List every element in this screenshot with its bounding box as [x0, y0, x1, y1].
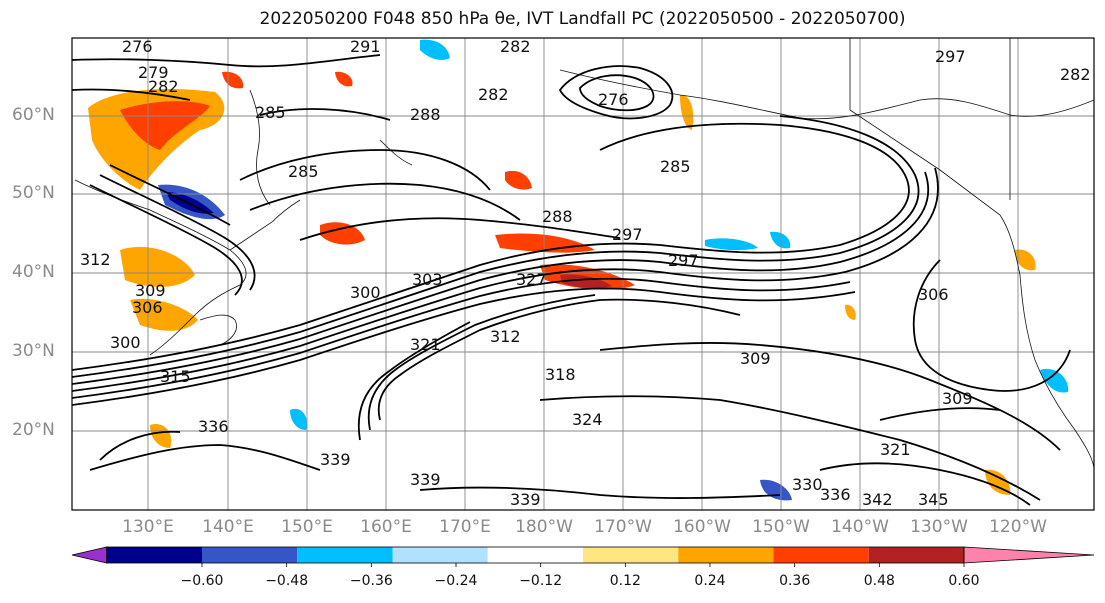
colorbar-tick-label: −0.48: [265, 573, 309, 589]
contour-label: 276: [598, 90, 629, 109]
lon-label: 170°E: [439, 517, 491, 537]
contour-label: 342: [862, 490, 893, 509]
contour-label: 309: [942, 389, 973, 408]
colorbar-box: [297, 547, 393, 563]
contour-label: 339: [510, 490, 541, 509]
contour-label: 297: [935, 47, 966, 66]
lon-label: 170°W: [594, 517, 652, 537]
colorbar-tick-label: 0.36: [779, 573, 811, 589]
colorbar-box: [773, 547, 869, 563]
contour-label: 315: [160, 367, 191, 386]
colorbar-tick-label: −0.60: [180, 573, 224, 589]
contour-label: 282: [478, 85, 509, 104]
contour-label: 285: [288, 162, 319, 181]
contour-label: 312: [490, 327, 521, 346]
colorbar-tick-label: −0.24: [434, 573, 478, 589]
colorbar-tick-label: −0.12: [519, 573, 563, 589]
map-title: 2022050200 F048 850 hPa θe, IVT Landfall…: [259, 9, 906, 29]
contour-label: 306: [132, 298, 163, 317]
contour-label: 285: [255, 103, 286, 122]
map-frame: [71, 37, 1095, 511]
contour-label: 300: [110, 333, 141, 352]
contour-label: 300: [350, 283, 381, 302]
lon-label: 140°W: [831, 517, 889, 537]
colorbar-box: [202, 547, 298, 563]
contour-label: 297: [612, 225, 643, 244]
contour-label: 288: [410, 105, 441, 124]
contour-label: 339: [320, 450, 351, 469]
lon-label: 150°E: [281, 517, 333, 537]
lon-label: 150°W: [752, 517, 810, 537]
colorbar-tick-label: 0.24: [694, 573, 726, 589]
colorbar-tick-label: −0.36: [349, 573, 393, 589]
colorbar-tick-label: 0.60: [948, 573, 980, 589]
lat-label: 30°N: [12, 341, 55, 361]
contour-label: 276: [122, 37, 153, 56]
contour-label: 336: [820, 485, 851, 504]
contour-label: 339: [410, 470, 441, 489]
colorbar-box: [487, 547, 583, 563]
shaded-anomalies: [88, 39, 1069, 501]
colorbar-tick-label: 0.12: [609, 573, 641, 589]
contour-label: 282: [148, 77, 179, 96]
contour-label: 309: [135, 281, 166, 300]
colorbar-box: [868, 547, 964, 563]
contour-label: 321: [410, 335, 441, 354]
contour-label: 345: [918, 490, 949, 509]
graticule: [72, 38, 1094, 510]
contour-label: 309: [740, 349, 771, 368]
colorbar-box: [583, 547, 679, 563]
colorbar-box: [678, 547, 774, 563]
contour-label: 306: [918, 285, 949, 304]
colorbar-box: [106, 547, 202, 563]
lon-label: 120°W: [989, 517, 1047, 537]
contour-label: 279: [138, 63, 169, 82]
colorbar-box: [392, 547, 488, 563]
lon-label: 180°W: [515, 517, 573, 537]
contour-label: 282: [1060, 65, 1091, 84]
contour-label: 288: [542, 207, 573, 226]
lon-label: 130°E: [122, 517, 174, 537]
contour-label: 312: [80, 250, 111, 269]
lon-label: 130°W: [910, 517, 968, 537]
colorbar: [71, 546, 1095, 567]
colorbar-extend-min: [71, 546, 108, 564]
contour-label: 318: [545, 365, 576, 384]
contour-label: 282: [500, 37, 531, 56]
colorbar-tick-label: 0.48: [863, 573, 895, 589]
lat-label: 50°N: [12, 183, 55, 203]
lat-label: 20°N: [12, 420, 55, 440]
colorbar-frame: [106, 546, 965, 564]
lon-label: 160°E: [360, 517, 412, 537]
contour-label-group: 276 279 276 282 282 282 282 285 285 285 …: [80, 37, 1091, 509]
contour-label: 291: [350, 37, 381, 56]
lat-label: 40°N: [12, 262, 55, 282]
contours: [72, 54, 1071, 506]
colorbar-extend-max: [963, 546, 1095, 564]
contour-label: 285: [660, 157, 691, 176]
contour-label: 297: [668, 251, 699, 270]
lat-label: 60°N: [12, 105, 55, 125]
contour-label: 336: [198, 417, 229, 436]
coastlines: [74, 38, 1094, 471]
contour-label: 321: [880, 440, 911, 459]
contour-label: 330: [792, 475, 823, 494]
contour-label: 303: [412, 270, 443, 289]
lon-label: 140°E: [202, 517, 254, 537]
contour-label: 327: [516, 270, 547, 289]
contour-label: 324: [572, 410, 603, 429]
lon-label: 160°W: [673, 517, 731, 537]
